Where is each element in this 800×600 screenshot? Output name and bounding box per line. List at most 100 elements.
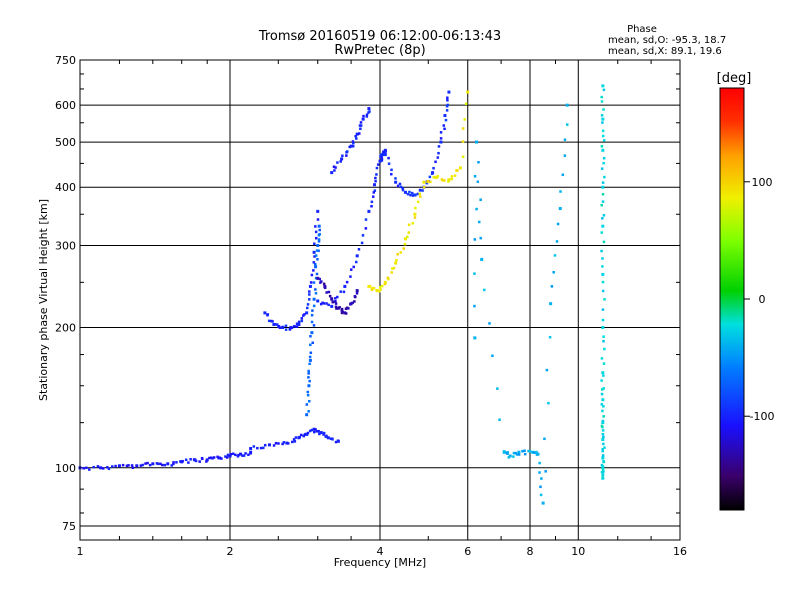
data-point <box>312 297 316 301</box>
data-point <box>315 272 319 276</box>
data-point <box>561 173 565 177</box>
data-point <box>303 313 306 316</box>
data-point <box>290 326 294 329</box>
data-point <box>308 362 311 366</box>
data-point <box>600 470 604 474</box>
data-point <box>383 153 387 157</box>
data-point <box>375 166 379 170</box>
data-point <box>602 139 606 142</box>
data-point <box>309 351 313 355</box>
data-point <box>278 326 282 329</box>
data-point <box>390 168 393 172</box>
data-point <box>601 280 605 284</box>
data-point <box>111 465 114 468</box>
data-point <box>603 298 606 301</box>
data-point <box>351 145 355 148</box>
data-point <box>307 372 310 375</box>
data-point <box>446 99 449 102</box>
data-point <box>422 180 426 184</box>
data-point <box>252 445 256 448</box>
data-point <box>565 103 569 107</box>
data-point <box>336 439 340 443</box>
data-point <box>458 166 462 170</box>
data-point <box>403 190 407 194</box>
data-point <box>600 357 604 360</box>
data-point <box>381 152 385 155</box>
data-point <box>600 424 604 428</box>
data-point <box>602 161 605 165</box>
data-point <box>310 313 314 317</box>
data-point <box>121 463 125 467</box>
data-point <box>295 322 299 325</box>
data-point <box>322 282 326 286</box>
data-point <box>601 289 605 293</box>
data-point <box>359 127 362 131</box>
data-point <box>559 190 562 193</box>
data-point <box>99 466 103 470</box>
data-point <box>521 449 524 453</box>
data-point <box>220 457 223 460</box>
data-point <box>308 355 312 359</box>
data-point <box>373 189 377 192</box>
data-point <box>436 156 440 159</box>
data-point <box>603 446 606 449</box>
data-point <box>355 254 359 258</box>
data-point <box>601 476 605 480</box>
data-point <box>445 104 449 108</box>
y-tick-label: 75 <box>62 520 76 533</box>
data-point <box>106 466 109 469</box>
data-point <box>414 206 417 210</box>
data-point <box>309 335 312 338</box>
data-point <box>435 175 439 179</box>
data-point <box>549 302 553 306</box>
data-point <box>308 290 311 293</box>
data-point <box>339 290 342 293</box>
data-point <box>547 401 550 405</box>
data-point <box>341 154 344 158</box>
data-point <box>437 151 440 155</box>
data-point <box>234 453 237 457</box>
data-point <box>325 435 328 438</box>
data-point <box>601 432 605 436</box>
data-point <box>305 413 309 417</box>
data-point <box>476 180 480 183</box>
data-point <box>372 286 376 290</box>
x-tick-label: 16 <box>673 545 687 558</box>
data-point <box>601 217 604 220</box>
data-point <box>334 166 337 169</box>
data-point <box>317 429 320 433</box>
data-point <box>354 295 357 299</box>
data-point <box>274 441 278 445</box>
data-point <box>601 473 605 476</box>
data-point <box>600 463 604 467</box>
data-point <box>601 429 605 432</box>
data-point <box>189 458 192 461</box>
data-point <box>297 323 301 327</box>
data-point <box>380 284 384 288</box>
data-point <box>362 114 365 118</box>
data-point <box>291 440 294 444</box>
data-point <box>166 462 170 466</box>
data-point <box>506 452 509 455</box>
data-point <box>107 467 111 471</box>
data-point <box>141 463 144 467</box>
data-point <box>329 437 333 440</box>
data-point <box>602 405 605 408</box>
data-point <box>310 428 314 432</box>
data-point <box>387 156 390 160</box>
data-point <box>332 165 336 168</box>
data-point <box>480 257 484 261</box>
x-tick-label: 1 <box>77 545 84 558</box>
data-point <box>300 319 304 323</box>
data-point <box>314 254 318 257</box>
data-point <box>361 234 365 237</box>
data-point <box>263 443 267 447</box>
data-point <box>313 430 316 434</box>
data-point <box>307 399 311 403</box>
data-point <box>443 114 447 118</box>
data-point <box>331 300 334 304</box>
data-point <box>422 186 426 189</box>
data-point <box>312 281 316 284</box>
data-point <box>319 281 322 284</box>
data-point <box>309 343 312 347</box>
